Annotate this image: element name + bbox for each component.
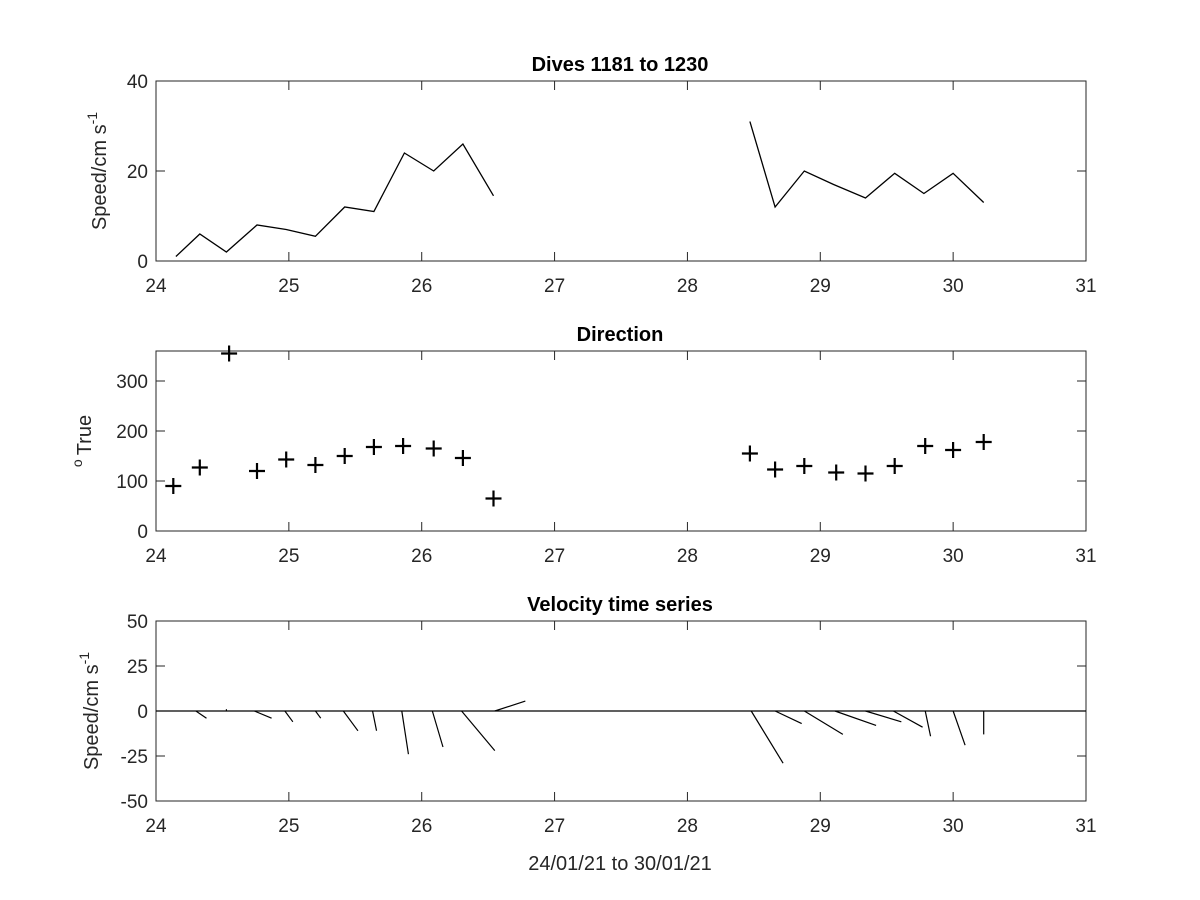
speed-series-line-1 xyxy=(175,142,495,257)
direction-panel: Direction o True 24 25 26 27 28 29 30 31 0 100 200 3… xyxy=(69,324,1097,567)
direction-x-tick-label: 27 xyxy=(544,546,565,567)
velocity-vector xyxy=(461,710,496,751)
velocity-vector xyxy=(834,710,877,726)
direction-point xyxy=(191,459,208,476)
direction-x-tick-label: 24 xyxy=(145,546,167,567)
velocity-vector xyxy=(774,710,802,725)
velocity-panel-title: Velocity time series xyxy=(527,594,713,616)
direction-point xyxy=(278,451,295,468)
speed-y-axis-label: Speed/cm s-1 xyxy=(84,112,111,230)
direction-axes-box xyxy=(155,350,1087,532)
velocity-y-tick-label: -25 xyxy=(121,747,148,768)
speed-panel-title: Dives 1181 to 1230 xyxy=(532,54,709,76)
velocity-vector xyxy=(342,710,359,732)
velocity-y-tick-label: -50 xyxy=(121,792,148,813)
speed-x-tick-label: 27 xyxy=(544,276,565,297)
velocity-vector xyxy=(431,710,444,748)
direction-point xyxy=(741,445,758,462)
direction-y-tick-label: 300 xyxy=(116,372,148,393)
speed-x-tick-label: 29 xyxy=(810,276,831,297)
speed-x-tick-label: 26 xyxy=(411,276,432,297)
velocity-x-axis-label: 24/01/21 to 30/01/21 xyxy=(528,853,712,875)
direction-x-tick-label: 28 xyxy=(677,546,698,567)
speed-y-tick-label: 40 xyxy=(127,72,148,93)
direction-x-tick-label: 29 xyxy=(810,546,831,567)
direction-x-tick-label: 30 xyxy=(943,546,964,567)
velocity-vector xyxy=(494,700,526,712)
direction-point xyxy=(307,457,324,473)
direction-point xyxy=(454,450,471,466)
direction-point xyxy=(828,464,845,481)
velocity-x-tick-label: 29 xyxy=(810,816,831,837)
direction-point xyxy=(796,458,813,474)
direction-x-tick-label: 25 xyxy=(278,546,299,567)
direction-point xyxy=(917,438,934,454)
velocity-vector xyxy=(401,710,410,755)
direction-panel-title: Direction xyxy=(577,324,664,346)
direction-x-tick-label: 26 xyxy=(411,546,432,567)
velocity-vector xyxy=(865,710,902,723)
speed-x-tick-label: 25 xyxy=(278,276,299,297)
velocity-y-axis-label-text: Speed/cm s xyxy=(81,664,103,770)
direction-x-tick-label: 31 xyxy=(1075,546,1096,567)
direction-point xyxy=(395,438,412,454)
velocity-vector xyxy=(924,710,932,737)
velocity-vector xyxy=(804,710,844,735)
speed-x-tick-label: 31 xyxy=(1075,276,1096,297)
direction-point xyxy=(221,345,238,362)
speed-x-tick-label: 24 xyxy=(145,276,167,297)
direction-point xyxy=(249,463,265,479)
velocity-vector xyxy=(284,710,294,723)
speed-y-tick-label: 0 xyxy=(137,252,148,273)
speed-x-tick-label: 30 xyxy=(943,276,964,297)
direction-point xyxy=(165,478,182,494)
velocity-vector xyxy=(952,710,966,746)
velocity-vector xyxy=(254,710,272,719)
direction-point xyxy=(485,490,502,507)
direction-point xyxy=(336,448,353,464)
velocity-vector xyxy=(314,710,322,719)
speed-y-tick-label: 20 xyxy=(127,162,148,183)
direction-y-axis-label: o True xyxy=(69,415,96,467)
direction-point xyxy=(886,458,903,474)
velocity-y-tick-label: 25 xyxy=(127,657,148,678)
speed-series-line-2 xyxy=(749,121,985,209)
direction-y-tick-label: 0 xyxy=(137,522,148,543)
direction-point xyxy=(767,461,784,478)
direction-y-axis-label-text: True xyxy=(74,415,96,455)
direction-point xyxy=(975,434,992,450)
velocity-x-tick-label: 27 xyxy=(544,816,565,837)
direction-point xyxy=(857,465,874,482)
velocity-y-axis-label-superscript: -1 xyxy=(76,652,92,665)
velocity-y-tick-label: 50 xyxy=(127,612,148,633)
velocity-y-axis-label: Speed/cm s-1 xyxy=(76,652,103,770)
direction-point xyxy=(365,439,382,455)
velocity-x-tick-label: 24 xyxy=(145,816,167,837)
velocity-x-tick-label: 30 xyxy=(943,816,964,837)
velocity-y-tick-label: 0 xyxy=(137,702,148,723)
direction-y-tick-label: 200 xyxy=(116,422,148,443)
velocity-x-tick-label: 25 xyxy=(278,816,299,837)
direction-point xyxy=(425,440,442,457)
speed-y-axis-label-superscript: -1 xyxy=(84,112,100,125)
speed-x-tick-label: 28 xyxy=(677,276,698,297)
direction-point xyxy=(945,442,962,458)
speed-panel: Dives 1181 to 1230 Speed/cm s-1 24 25 26 27… xyxy=(84,54,1097,297)
velocity-x-tick-label: 31 xyxy=(1075,816,1096,837)
velocity-x-tick-label: 26 xyxy=(411,816,432,837)
direction-y-axis-label-superscript: o xyxy=(69,459,85,467)
direction-y-tick-label: 100 xyxy=(116,472,148,493)
velocity-vector xyxy=(195,710,207,719)
speed-y-axis-label-text: Speed/cm s xyxy=(89,124,111,230)
velocity-vector xyxy=(750,710,784,764)
velocity-panel: Velocity time series Speed/cm s-1 24/01/… xyxy=(76,594,1097,875)
velocity-vector xyxy=(893,710,923,728)
velocity-vector xyxy=(371,710,378,731)
velocity-x-tick-label: 28 xyxy=(677,816,698,837)
